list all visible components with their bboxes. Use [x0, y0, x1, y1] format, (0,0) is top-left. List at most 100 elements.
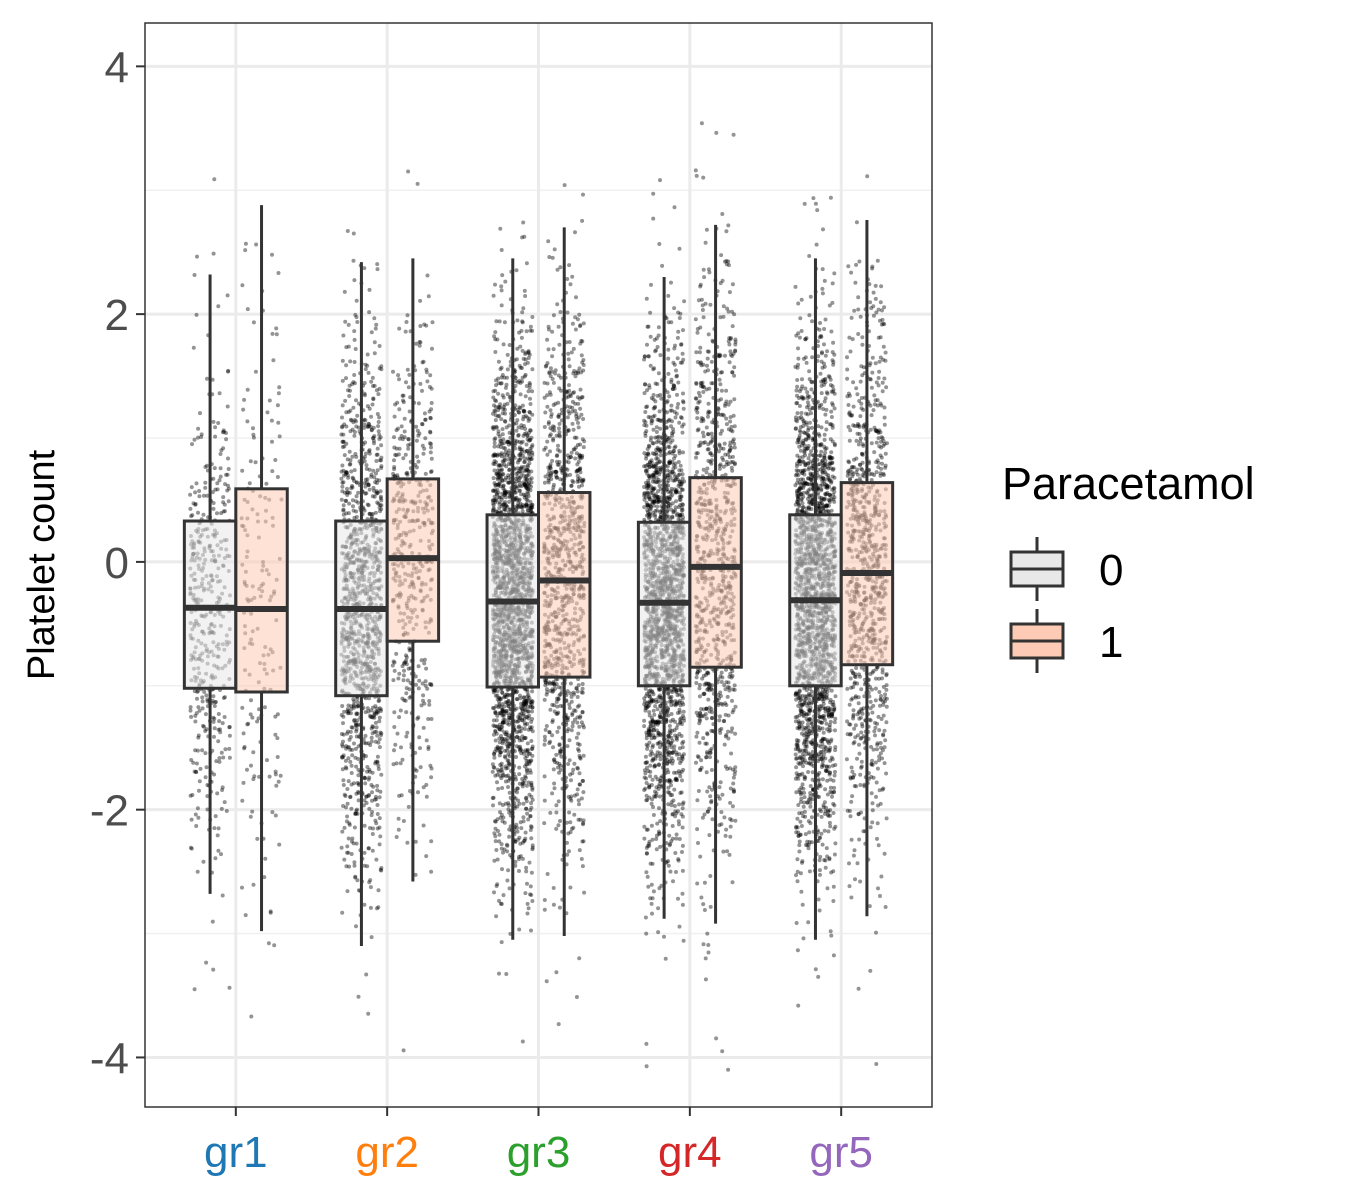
jitter-point	[377, 505, 382, 510]
jitter-point	[520, 782, 525, 787]
jitter-point	[521, 801, 526, 806]
jitter-point	[666, 371, 671, 376]
jitter-point	[340, 742, 345, 747]
jitter-point	[373, 480, 378, 485]
jitter-point	[193, 748, 198, 753]
jitter-point	[216, 304, 221, 309]
jitter-point	[377, 737, 382, 742]
jitter-point	[506, 785, 510, 789]
jitter-point	[356, 789, 361, 794]
jitter-point	[369, 708, 374, 713]
jitter-point	[225, 404, 230, 409]
jitter-point	[528, 437, 532, 442]
jitter-point	[227, 725, 232, 729]
jitter-point	[345, 493, 350, 497]
jitter-point	[339, 432, 344, 437]
jitter-point	[528, 704, 533, 709]
jitter-point	[220, 785, 225, 790]
jitter-point	[373, 720, 378, 725]
jitter-point	[194, 761, 199, 766]
jitter-point	[221, 500, 226, 505]
jitter-point	[499, 902, 504, 906]
jitter-point	[648, 363, 653, 368]
jitter-point	[353, 874, 358, 879]
jitter-point	[524, 442, 529, 447]
jitter-point	[492, 462, 497, 466]
jitter-point	[518, 696, 523, 701]
jitter-point	[375, 267, 380, 272]
jitter-point	[649, 823, 654, 828]
jitter-point	[517, 857, 521, 862]
jitter-point	[378, 494, 383, 499]
jitter-point	[530, 729, 535, 734]
jitter-point	[530, 315, 535, 319]
jitter-point	[348, 735, 353, 739]
jitter-point	[346, 703, 351, 708]
jitter-point	[376, 424, 381, 429]
jitter-point	[500, 786, 505, 790]
jitter-point	[204, 693, 209, 698]
jitter-point	[343, 794, 348, 798]
jitter-point	[362, 422, 367, 427]
jitter-point	[369, 813, 374, 818]
jitter-point	[368, 878, 373, 883]
jitter-point	[519, 335, 524, 340]
jitter-point	[523, 294, 528, 298]
jitter-point	[671, 449, 676, 454]
jitter-point	[366, 709, 371, 714]
jitter-point	[497, 495, 502, 500]
jitter-point	[681, 400, 686, 405]
jitter-point	[351, 405, 356, 410]
jitter-point	[492, 831, 497, 836]
jitter-point	[493, 350, 498, 354]
jitter-point	[525, 449, 529, 453]
jitter-point	[342, 422, 347, 427]
jitter-point	[523, 775, 528, 780]
jitter-point	[505, 878, 510, 883]
jitter-point	[529, 836, 534, 841]
jitter-point	[518, 392, 523, 397]
jitter-point	[374, 491, 379, 496]
jitter-point	[379, 364, 384, 369]
jitter-point	[192, 273, 197, 277]
jitter-point	[374, 711, 379, 716]
jitter-point	[365, 404, 370, 409]
jitter-point	[529, 824, 533, 829]
jitter-point	[515, 689, 520, 694]
jitter-point	[677, 316, 682, 320]
jitter-point	[522, 288, 527, 293]
jitter-point	[204, 960, 209, 965]
jitter-point	[658, 819, 663, 824]
jitter-point	[654, 793, 659, 798]
jitter-point	[379, 772, 384, 777]
jitter-point	[221, 495, 226, 500]
jitter-point	[506, 807, 511, 812]
jitter-point	[212, 716, 217, 721]
jitter-point	[642, 724, 647, 729]
jitter-point	[502, 489, 507, 494]
jitter-point	[499, 711, 504, 716]
jitter-point	[374, 821, 379, 826]
jitter-point	[528, 768, 533, 773]
jitter-point	[346, 709, 351, 714]
jitter-point	[367, 467, 372, 472]
jitter-point	[350, 427, 355, 432]
jitter-point	[352, 373, 357, 377]
jitter-point	[202, 724, 206, 729]
jitter-point	[354, 515, 359, 519]
jitter-point	[211, 501, 216, 505]
jitter-point	[346, 756, 351, 761]
jitter-point	[348, 795, 353, 800]
jitter-point	[362, 266, 367, 271]
jitter-point	[529, 725, 534, 730]
jitter-point	[666, 347, 671, 352]
jitter-point	[351, 231, 356, 236]
jitter-point	[374, 471, 378, 476]
jitter-point	[523, 357, 528, 362]
jitter-point	[348, 729, 353, 734]
jitter-point	[523, 372, 528, 377]
jitter-point	[367, 406, 372, 411]
jitter-point	[494, 746, 499, 751]
jitter-point	[203, 712, 208, 717]
jitter-point	[351, 476, 356, 481]
